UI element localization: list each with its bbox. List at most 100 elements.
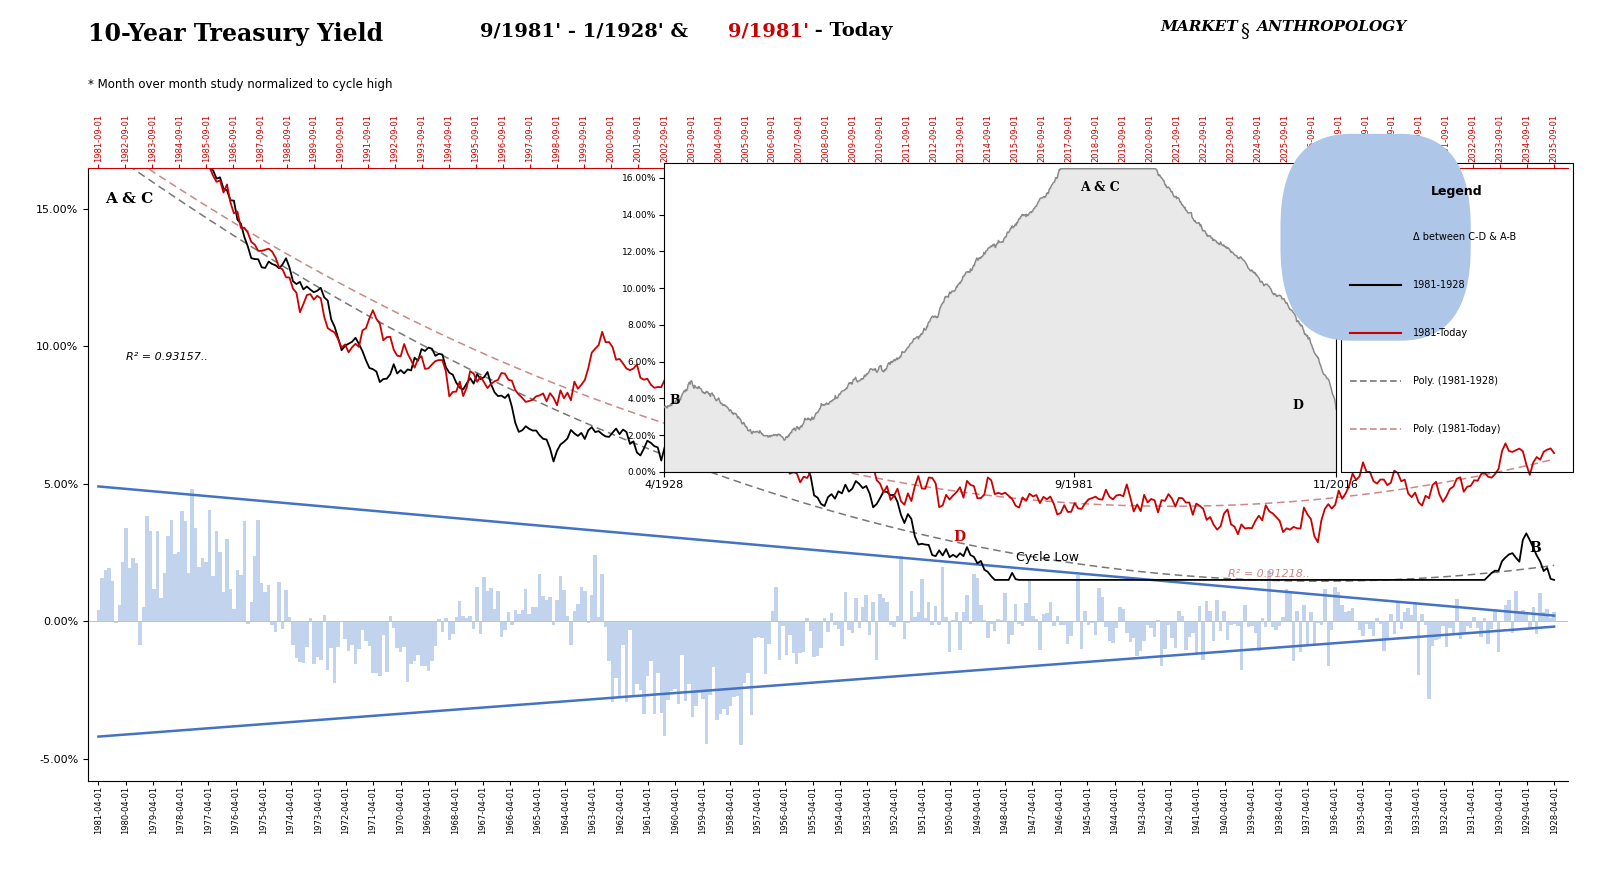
Bar xyxy=(1032,617,1035,621)
Bar xyxy=(834,621,837,625)
Bar xyxy=(1069,621,1074,636)
Bar xyxy=(333,621,336,684)
Bar xyxy=(1243,604,1246,621)
Bar xyxy=(656,621,659,673)
Bar xyxy=(614,621,618,678)
Bar xyxy=(864,594,867,621)
Bar xyxy=(256,519,259,621)
Bar xyxy=(1139,621,1142,652)
Bar xyxy=(1534,621,1539,634)
Bar xyxy=(659,621,662,713)
Bar xyxy=(288,617,291,621)
Bar xyxy=(1475,621,1480,628)
Bar xyxy=(226,539,229,621)
Bar xyxy=(146,516,149,621)
Bar xyxy=(558,577,562,621)
Text: 9/1981' - 1/1928' &: 9/1981' - 1/1928' & xyxy=(480,22,694,40)
Bar xyxy=(1413,602,1418,621)
Bar xyxy=(757,621,760,637)
Bar xyxy=(427,621,430,670)
Bar xyxy=(1442,621,1445,625)
Bar xyxy=(1038,621,1042,650)
Bar xyxy=(451,621,454,634)
Bar xyxy=(1371,621,1374,636)
Bar xyxy=(1264,621,1267,627)
Bar xyxy=(357,621,360,649)
Bar xyxy=(134,563,138,621)
Bar xyxy=(608,621,611,661)
Bar xyxy=(638,621,642,691)
Bar xyxy=(704,621,709,744)
Bar xyxy=(691,621,694,717)
Bar xyxy=(1302,605,1306,621)
Bar xyxy=(354,621,357,664)
Bar xyxy=(1136,621,1139,655)
Bar xyxy=(1240,621,1243,670)
Bar xyxy=(368,621,371,647)
Bar xyxy=(562,590,566,621)
FancyBboxPatch shape xyxy=(1280,134,1470,340)
Bar xyxy=(1059,621,1062,624)
Bar xyxy=(1296,611,1299,621)
Bar xyxy=(218,552,222,621)
Bar xyxy=(549,597,552,621)
Bar xyxy=(1094,621,1098,635)
Bar xyxy=(336,621,339,647)
Bar xyxy=(597,617,600,621)
Bar xyxy=(962,612,965,621)
Bar xyxy=(253,556,256,621)
Bar xyxy=(1202,621,1205,661)
Bar xyxy=(914,617,917,621)
Bar xyxy=(982,620,986,621)
Bar xyxy=(603,621,608,627)
Bar xyxy=(938,621,941,625)
Bar xyxy=(624,621,629,702)
Bar xyxy=(110,580,114,621)
Bar xyxy=(973,574,976,621)
Bar xyxy=(861,607,864,621)
Bar xyxy=(872,602,875,621)
Bar xyxy=(478,621,482,633)
Bar xyxy=(934,606,938,621)
Bar xyxy=(1174,621,1178,647)
Bar xyxy=(792,621,795,653)
Bar xyxy=(475,587,478,621)
Bar xyxy=(1510,621,1514,632)
Bar xyxy=(211,576,214,621)
Bar xyxy=(520,609,525,621)
Bar xyxy=(250,602,253,621)
Text: MARKET: MARKET xyxy=(1160,20,1238,34)
Bar xyxy=(670,621,674,691)
Bar xyxy=(309,618,312,621)
Bar xyxy=(264,592,267,621)
Bar xyxy=(517,614,520,621)
Bar xyxy=(125,527,128,621)
Bar xyxy=(323,615,326,621)
Bar xyxy=(683,621,688,701)
Bar xyxy=(173,554,176,621)
Bar xyxy=(458,602,461,621)
Bar xyxy=(205,562,208,621)
Bar xyxy=(525,589,528,621)
Bar xyxy=(1010,621,1014,635)
Bar xyxy=(306,621,309,647)
Text: A & C: A & C xyxy=(106,192,154,206)
Bar xyxy=(944,617,947,621)
Bar xyxy=(965,594,968,621)
Bar xyxy=(1104,621,1107,627)
Bar xyxy=(1018,621,1021,624)
Bar xyxy=(1110,621,1115,643)
Bar xyxy=(176,552,181,621)
Bar xyxy=(1282,617,1285,621)
Bar xyxy=(778,621,781,660)
Text: Poly. (1981-Today): Poly. (1981-Today) xyxy=(1413,423,1501,434)
Bar xyxy=(1107,621,1110,640)
Bar xyxy=(510,621,514,624)
Bar xyxy=(976,579,979,621)
Bar xyxy=(1128,621,1131,641)
Bar xyxy=(709,621,712,695)
Bar xyxy=(955,612,958,621)
Bar xyxy=(730,621,733,706)
Bar xyxy=(181,511,184,621)
Bar xyxy=(1066,621,1069,645)
